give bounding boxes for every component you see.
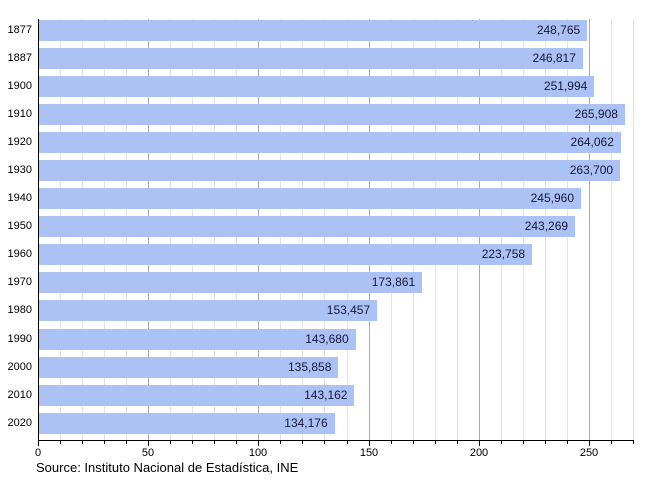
bar-1887: 246,817 [39,47,583,69]
bar-value-label: 173,861 [371,275,416,290]
year-label: 1960 [7,248,32,261]
x-tick-label: 250 [579,447,599,459]
bar-1910: 265,908 [39,104,625,125]
year-label: 1980 [7,304,32,317]
x-tick-minor [633,441,634,444]
bar-1990: 143,680 [39,328,356,350]
grid-line-minor [633,19,634,440]
x-tick-minor [347,441,348,444]
bar-1980: 153,457 [39,300,378,322]
bar-value-label: 245,960 [530,191,575,206]
bar-value-label: 265,908 [574,107,618,121]
x-tick-minor [413,441,414,444]
bar-value-label: 143,162 [304,387,348,402]
x-tick-minor [523,441,524,444]
bar-value-label: 243,269 [524,219,569,234]
bar-1900: 251,994 [39,75,595,97]
x-tick-minor [104,441,105,444]
bar-1877: 248,765 [39,19,588,41]
source-caption: Source: Instituto Nacional de Estadístic… [36,460,299,475]
bar-2010: 143,162 [39,384,355,406]
x-tick-label: 50 [141,447,155,459]
x-tick-minor [611,441,612,444]
year-label: 2010 [7,388,32,401]
year-label: 1990 [7,332,32,345]
x-tick-minor [126,441,127,444]
x-tick-label: 200 [469,447,489,459]
x-tick-major [258,441,259,446]
x-tick-minor [214,441,215,444]
x-tick-major [479,441,480,446]
year-label: 2020 [7,416,32,429]
bar-value-label: 248,765 [536,22,581,37]
x-tick-minor [435,441,436,444]
bar-1960: 223,758 [39,244,533,266]
x-tick-minor [501,441,502,444]
x-tick-minor [302,441,303,444]
x-tick-minor [236,441,237,444]
bar-value-label: 134,176 [284,415,328,430]
x-tick-minor [82,441,83,444]
bar-1930: 263,700 [39,160,621,182]
bar-value-label: 251,994 [543,78,588,93]
bar-1940: 245,960 [39,188,582,210]
x-tick-minor [170,441,171,444]
x-tick-label: 150 [359,447,379,459]
plot-area: 248,765 246,817 251,994 265,908 264,062 263,7… [38,19,634,441]
year-label: 1930 [7,164,32,177]
grid-line-minor [611,19,612,440]
x-tick-minor [192,441,193,444]
bar-value-label: 264,062 [570,135,614,150]
year-label: 1887 [7,51,32,64]
year-label: 1970 [7,276,32,289]
x-tick-minor [545,441,546,444]
x-tick-major [38,441,39,446]
x-tick-minor [280,441,281,444]
bar-1920: 264,062 [39,132,621,154]
year-label: 1877 [7,23,32,36]
year-label: 1920 [7,136,32,149]
grid-line-major [589,19,590,440]
x-tick-label: 100 [248,447,268,459]
x-tick-minor [457,441,458,444]
bar-value-label: 246,817 [532,50,576,65]
year-label: 1950 [7,220,32,233]
x-tick-major [148,441,149,446]
bar-1970: 173,861 [39,272,423,294]
x-tick-minor [391,441,392,444]
bar-2020: 134,176 [39,412,335,434]
x-tick-minor [567,441,568,444]
bar-value-label: 153,457 [326,303,371,318]
year-label: 1940 [7,192,32,205]
year-label: 1900 [7,79,32,92]
bar-1950: 243,269 [39,216,576,238]
year-label: 1910 [7,108,32,120]
year-label: 2000 [7,360,32,373]
bar-2000: 135,858 [39,356,339,378]
x-tick-minor [60,441,61,444]
bar-value-label: 135,858 [288,359,332,374]
x-tick-major [369,441,370,446]
bar-value-label: 263,700 [569,163,614,178]
x-tick-label: 0 [34,447,42,459]
bar-value-label: 223,758 [481,247,526,262]
bar-value-label: 143,680 [305,331,349,346]
x-tick-major [589,441,590,446]
x-tick-minor [324,441,325,444]
